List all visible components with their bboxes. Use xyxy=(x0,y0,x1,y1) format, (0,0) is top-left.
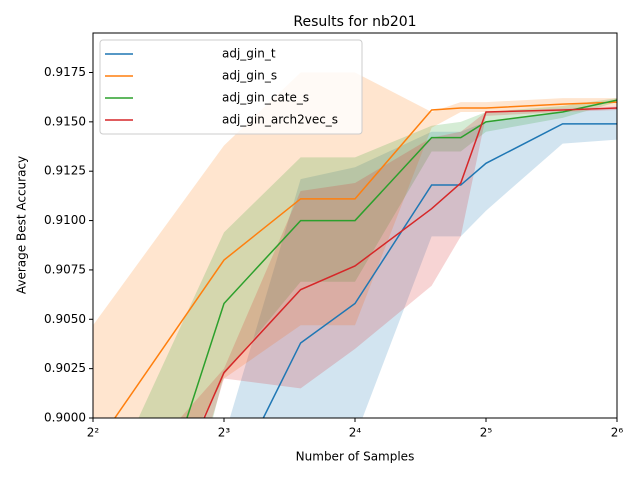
x-tick-label: 2² xyxy=(87,426,100,440)
confidence-band xyxy=(229,108,617,418)
y-tick-label: 0.9000 xyxy=(44,411,86,425)
x-tick-label: 2³ xyxy=(218,426,231,440)
legend-label: adj_gin_cate_s xyxy=(222,91,309,105)
x-tick-label: 2⁴ xyxy=(349,426,362,440)
x-tick-label: 2⁶ xyxy=(611,426,624,440)
legend-label: adj_gin_t xyxy=(222,47,276,61)
y-tick-label: 0.9100 xyxy=(44,213,86,227)
legend-label: adj_gin_arch2vec_s xyxy=(222,113,338,127)
confidence-band xyxy=(138,98,617,418)
series-line xyxy=(262,123,617,418)
legend-box xyxy=(99,39,363,135)
y-tick-label: 0.9025 xyxy=(44,361,86,375)
y-tick-label: 0.9050 xyxy=(44,312,86,326)
confidence-band xyxy=(93,72,617,418)
legend-label: adj_gin_s xyxy=(222,69,277,83)
x-axis-label: Number of Samples xyxy=(296,450,415,464)
y-tick-label: 0.9075 xyxy=(44,262,86,276)
series-line xyxy=(203,107,617,418)
chart-title: Results for nb201 xyxy=(293,14,416,30)
y-tick-label: 0.9150 xyxy=(44,114,86,128)
y-tick-label: 0.9175 xyxy=(44,65,86,79)
series-line xyxy=(186,99,617,418)
confidence-band xyxy=(180,106,617,418)
y-tick-label: 0.9125 xyxy=(44,164,86,178)
x-tick-label: 2⁵ xyxy=(480,426,493,440)
series-line xyxy=(113,101,617,418)
y-axis-label: Average Best Accuracy xyxy=(15,156,29,294)
plot-area xyxy=(93,72,617,418)
